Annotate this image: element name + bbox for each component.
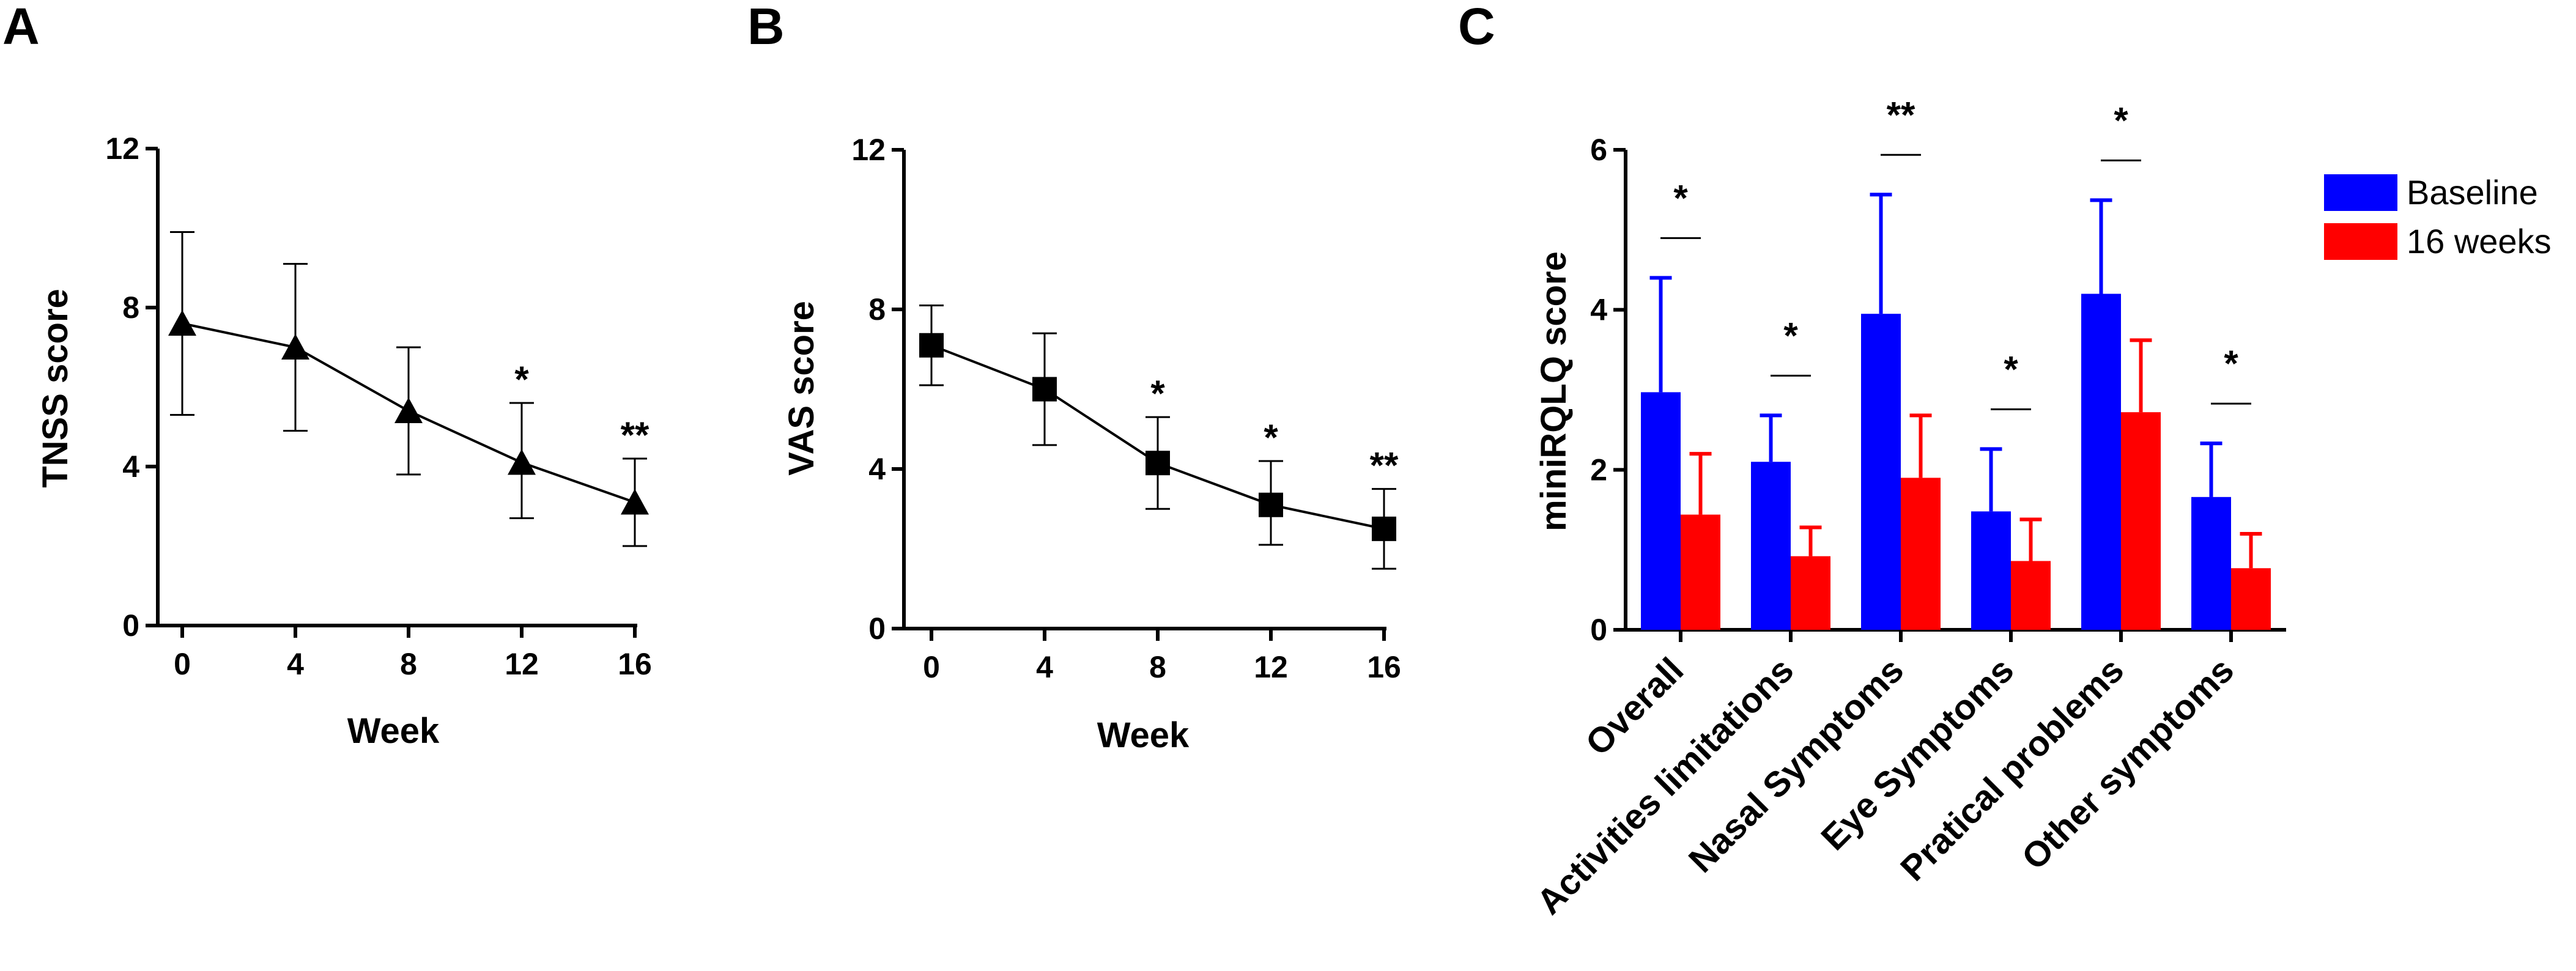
y-tick-label-a: 4: [122, 449, 139, 484]
category-label: Nasal Symptoms: [1681, 650, 1911, 880]
y-tick-label-a: 8: [122, 290, 139, 325]
y-axis-title-b: VAS score: [782, 301, 821, 476]
y-tick-label-a: 0: [122, 608, 139, 643]
significance-marker-c: *: [2224, 343, 2238, 384]
bar-16-weeks: [1791, 556, 1830, 630]
bar-baseline: [1861, 314, 1901, 630]
x-tick-label-a: 8: [400, 647, 417, 681]
data-point-a: [621, 489, 649, 515]
data-point-a: [508, 449, 536, 475]
bar-baseline: [2081, 294, 2121, 630]
category-label: Other symptoms: [2014, 650, 2241, 877]
x-tick-label-a: 16: [618, 647, 652, 681]
y-tick-label-b: 12: [851, 133, 886, 167]
data-point-b: [1032, 377, 1057, 402]
data-point-b: [919, 333, 944, 358]
y-tick-label-b: 4: [868, 452, 886, 486]
y-tick-label-a: 12: [105, 131, 139, 166]
y-tick-label-b: 8: [868, 292, 886, 327]
significance-marker-c: *: [2114, 100, 2128, 141]
data-point-a: [394, 397, 423, 423]
significance-marker-c: *: [1673, 177, 1688, 218]
data-point-a: [281, 334, 309, 360]
bar-16-weeks: [2121, 412, 2161, 630]
significance-marker-b: *: [1150, 373, 1165, 414]
legend-label-baseline: Baseline: [2407, 173, 2538, 212]
legend: Baseline 16 weeks: [2324, 173, 2552, 260]
x-tick-label-b: 0: [923, 650, 940, 684]
x-tick-label-a: 4: [287, 647, 304, 681]
bar-16-weeks: [1901, 478, 1941, 630]
data-point-a: [168, 310, 196, 336]
category-label: Overall: [1578, 650, 1691, 763]
panel-label-b: B: [747, 0, 785, 55]
significance-marker-b: **: [1370, 445, 1399, 486]
bar-16-weeks: [2011, 561, 2051, 630]
significance-marker-a: *: [514, 359, 529, 400]
panel-label-c: C: [1458, 0, 1495, 55]
x-tick-label-a: 0: [174, 647, 191, 681]
data-point-b: [1372, 516, 1396, 541]
x-tick-label-b: 8: [1149, 650, 1166, 684]
y-tick-label-c: 2: [1590, 452, 1607, 487]
y-tick-label-c: 4: [1590, 293, 1607, 327]
bar-baseline: [1971, 511, 2011, 630]
y-tick-label-b: 0: [868, 611, 886, 646]
bar-baseline: [1751, 462, 1791, 630]
panel-label-a: A: [2, 0, 40, 55]
bar-baseline: [2191, 497, 2231, 630]
y-tick-label-c: 6: [1590, 133, 1607, 167]
legend-label-16-weeks: 16 weeks: [2407, 222, 2552, 260]
legend-swatch-baseline: [2324, 174, 2397, 211]
bar-16-weeks: [1681, 514, 1720, 630]
x-tick-label-a: 12: [505, 647, 539, 681]
significance-marker-b: *: [1264, 417, 1278, 458]
x-tick-label-b: 16: [1367, 650, 1401, 684]
x-axis-title-b: Week: [1097, 715, 1190, 755]
y-axis-title-a: TNSS score: [35, 289, 75, 488]
x-axis-title-a: Week: [347, 711, 440, 751]
y-axis-title-c: miniRQLQ score: [1534, 251, 1574, 531]
y-tick-label-c: 0: [1590, 613, 1607, 647]
bar-baseline: [1641, 392, 1681, 630]
significance-marker-c: **: [1887, 94, 1915, 135]
bar-16-weeks: [2231, 568, 2271, 630]
significance-marker-a: **: [621, 415, 650, 456]
significance-marker-c: *: [2004, 349, 2018, 390]
category-label: Eye Symptoms: [1813, 650, 2021, 858]
x-tick-label-b: 12: [1254, 650, 1288, 684]
legend-swatch-16-weeks: [2324, 223, 2397, 260]
data-point-b: [1146, 451, 1170, 476]
data-point-b: [1259, 492, 1283, 517]
x-tick-label-b: 4: [1036, 650, 1053, 684]
significance-marker-c: *: [1783, 315, 1798, 356]
